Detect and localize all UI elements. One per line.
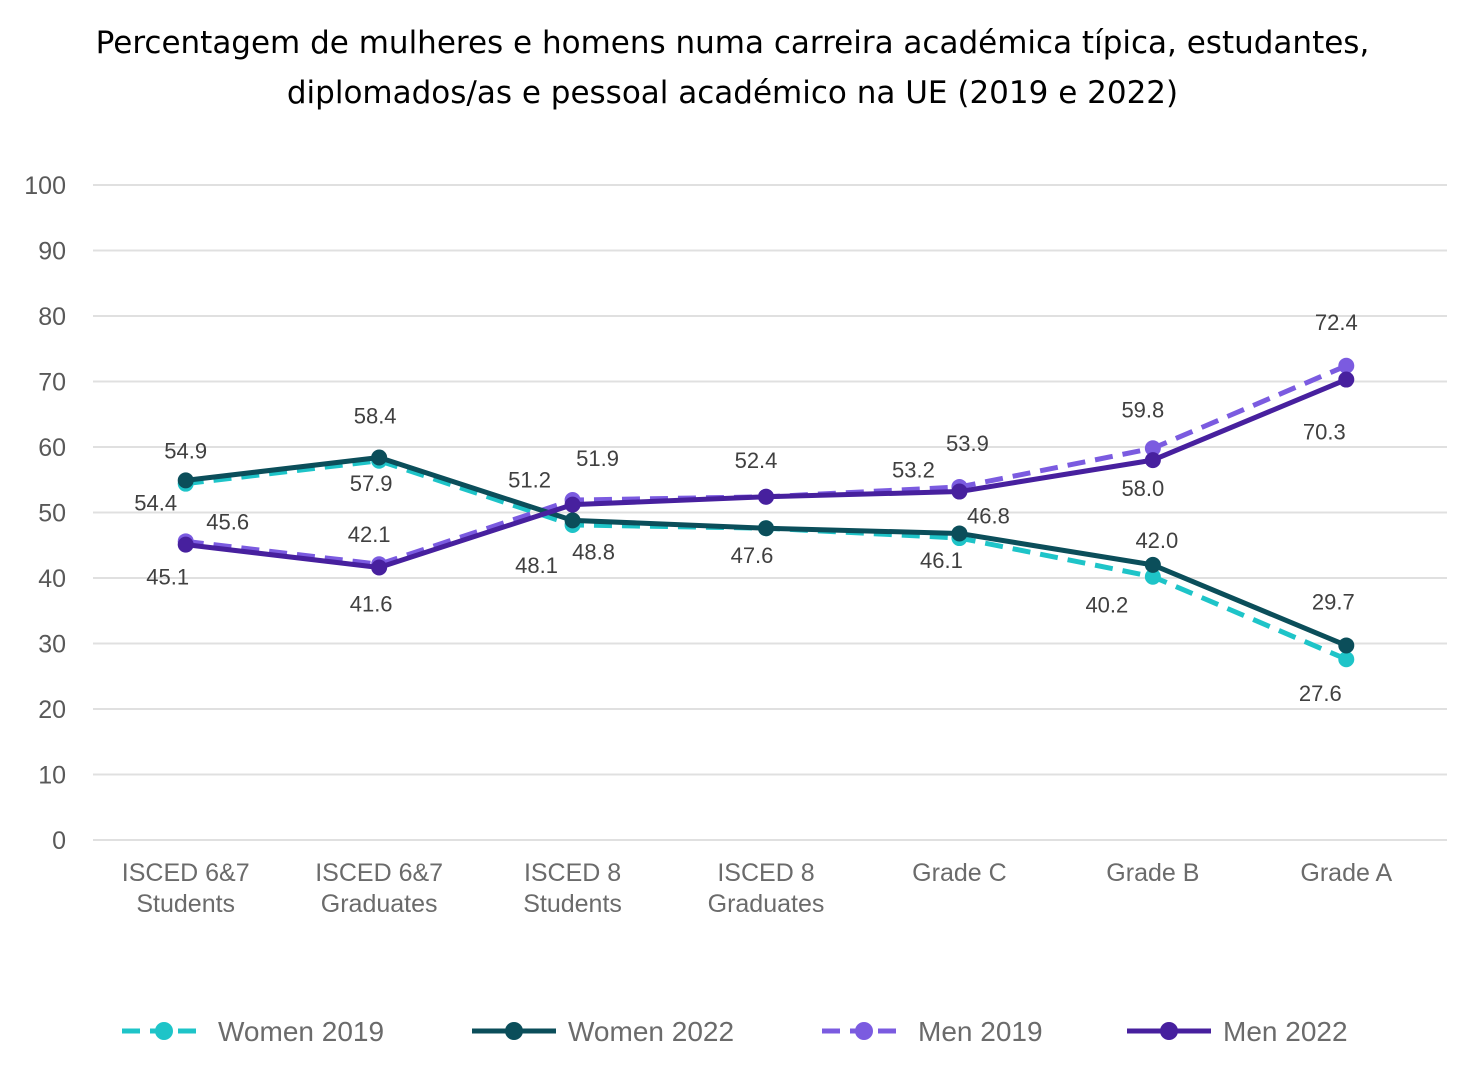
y-tick-label: 0 <box>52 827 66 855</box>
chart-title: Percentagem de mulheres e homens numa ca… <box>95 25 1370 111</box>
data-label: 54.4 <box>134 491 177 516</box>
data-label: 27.6 <box>1299 681 1342 706</box>
y-tick-label: 40 <box>38 565 66 593</box>
legend-label: Men 2019 <box>918 1016 1043 1047</box>
data-point <box>1144 556 1161 573</box>
data-point <box>758 488 774 505</box>
y-tick-label: 80 <box>38 303 66 331</box>
y-tick-label: 70 <box>38 369 66 397</box>
data-label: 42.1 <box>348 522 391 547</box>
data-label: 54.9 <box>164 438 207 463</box>
y-tick-label: 30 <box>38 631 66 659</box>
x-tick-label: Graduates <box>321 890 438 918</box>
data-label: 46.1 <box>920 548 963 573</box>
legend-marker <box>505 1022 523 1040</box>
data-point <box>1144 440 1161 457</box>
data-label: 45.6 <box>206 509 249 534</box>
legend-label: Women 2022 <box>568 1016 734 1047</box>
x-tick-label: Graduates <box>708 890 825 918</box>
data-point <box>371 449 388 466</box>
data-point <box>177 472 194 489</box>
data-label: 58.0 <box>1121 476 1164 501</box>
data-label: 72.4 <box>1315 310 1358 335</box>
x-tick-label: Grade A <box>1300 859 1392 887</box>
data-label: 70.3 <box>1303 420 1346 445</box>
data-label: 47.6 <box>731 543 774 568</box>
x-tick-label: Students <box>523 890 622 918</box>
x-tick-label: Grade B <box>1106 859 1199 887</box>
data-point <box>758 520 774 537</box>
x-tick-label: ISCED 6&7 <box>122 859 250 887</box>
data-label: 58.4 <box>354 403 397 428</box>
x-tick-label: Grade C <box>912 859 1006 887</box>
data-point <box>951 525 968 542</box>
legend-marker <box>155 1022 173 1040</box>
x-tick-label: ISCED 8 <box>717 859 814 887</box>
x-tick-label: Students <box>136 890 235 918</box>
data-point <box>951 483 968 500</box>
legend-marker <box>1160 1022 1178 1040</box>
legend-marker <box>855 1022 873 1040</box>
data-label: 45.1 <box>146 565 189 590</box>
data-point <box>1144 452 1161 469</box>
data-point <box>1144 568 1161 585</box>
data-label: 48.1 <box>515 553 558 578</box>
data-label: 48.8 <box>572 539 615 564</box>
data-point <box>1338 651 1355 668</box>
data-label: 41.6 <box>350 592 393 617</box>
data-label: 51.2 <box>508 468 551 493</box>
data-point <box>564 512 581 529</box>
data-point <box>1338 371 1355 388</box>
data-label: 46.8 <box>967 503 1010 528</box>
y-tick-label: 60 <box>38 434 66 462</box>
y-tick-label: 10 <box>38 762 66 790</box>
data-point <box>371 559 388 576</box>
data-label: 51.9 <box>576 446 619 471</box>
x-tick-label: ISCED 8 <box>524 859 621 887</box>
data-point <box>1338 357 1355 374</box>
data-point <box>564 496 581 513</box>
y-tick-label: 20 <box>38 696 66 724</box>
data-label: 53.2 <box>892 458 935 483</box>
data-label: 42.0 <box>1135 528 1178 553</box>
data-label: 57.9 <box>350 471 393 496</box>
legend-label: Women 2019 <box>218 1016 384 1047</box>
legend-label: Men 2022 <box>1223 1016 1348 1047</box>
y-tick-label: 90 <box>38 238 66 266</box>
data-label: 29.7 <box>1312 589 1355 614</box>
data-point <box>177 536 194 553</box>
data-label: 52.4 <box>735 448 778 473</box>
data-label: 40.2 <box>1085 593 1128 618</box>
data-label: 59.8 <box>1121 397 1164 422</box>
y-tick-label: 50 <box>38 500 66 528</box>
y-tick-label: 100 <box>24 172 66 200</box>
data-label: 53.9 <box>946 431 989 456</box>
data-point <box>1338 637 1355 654</box>
x-tick-label: ISCED 6&7 <box>315 859 443 887</box>
